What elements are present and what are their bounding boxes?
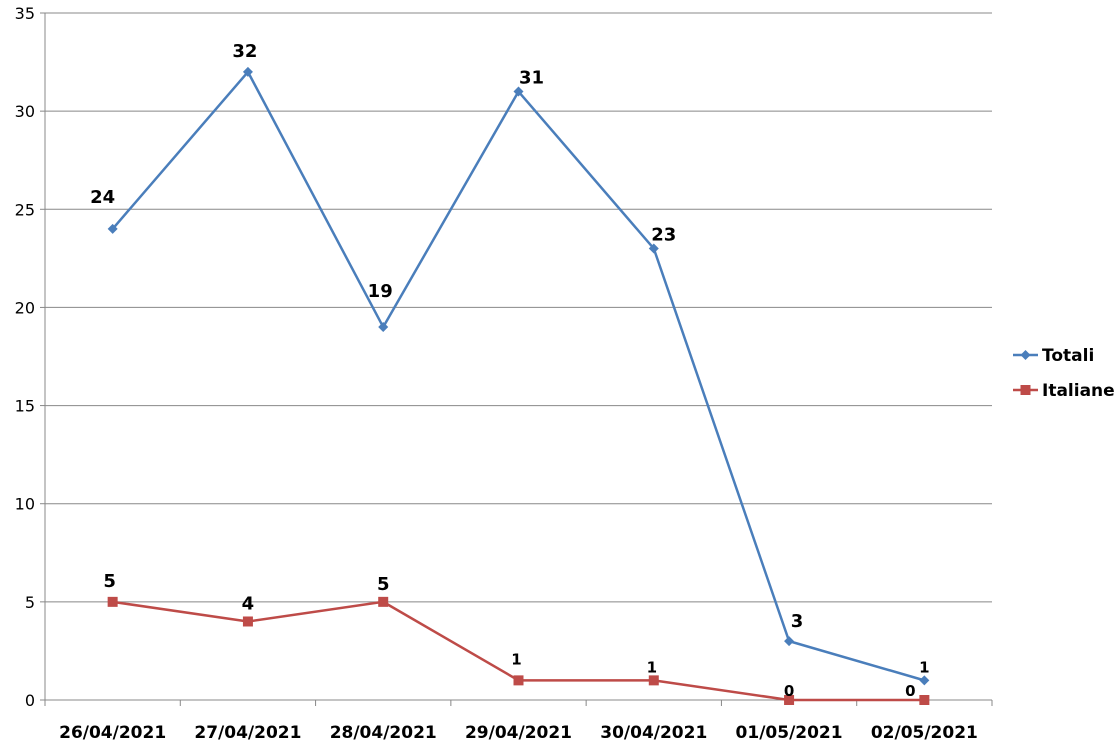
x-tick-label: 28/04/2021: [330, 723, 437, 743]
data-point-marker: [784, 695, 795, 705]
data-point-marker: [919, 695, 930, 705]
legend: Totali Italiane: [1013, 346, 1115, 401]
data-label: 5: [377, 574, 390, 595]
data-label: 19: [368, 281, 393, 302]
y-axis-ticks: 0 5 10 15 20 25 30 35: [15, 4, 45, 710]
y-tick-label: 25: [15, 200, 35, 219]
data-label: 0: [905, 682, 915, 700]
data-label: 31: [519, 68, 544, 89]
x-tick-label: 02/05/2021: [871, 723, 978, 743]
legend-marker: [1020, 385, 1031, 395]
data-label: 5: [103, 571, 116, 592]
data-label: 24: [90, 187, 115, 208]
series-group: [107, 66, 930, 705]
data-point-marker: [378, 596, 389, 607]
x-tick-label: 29/04/2021: [465, 723, 572, 743]
gridlines: [45, 12, 992, 603]
data-label: 4: [242, 593, 255, 614]
series-line-totali: [111, 70, 925, 682]
data-label: 23: [651, 225, 676, 246]
data-point-marker: [648, 243, 659, 254]
data-point-marker: [648, 675, 659, 686]
y-tick-label: 20: [15, 298, 35, 317]
data-label: 0: [784, 682, 794, 700]
y-tick-label: 0: [25, 691, 35, 710]
data-point-marker: [242, 616, 253, 627]
x-tick-label: 27/04/2021: [194, 723, 301, 743]
data-point-marker: [378, 322, 389, 333]
legend-label: Totali: [1042, 346, 1094, 366]
data-point-marker: [107, 223, 118, 234]
y-tick-label: 35: [15, 4, 35, 23]
data-point-marker: [513, 86, 524, 97]
y-tick-label: 30: [15, 102, 35, 121]
y-tick-label: 10: [15, 495, 35, 514]
data-label: 32: [232, 41, 257, 62]
legend-label: Italiane: [1042, 381, 1115, 401]
data-point-marker: [242, 66, 253, 77]
y-tick-label: 5: [25, 593, 35, 612]
data-point-marker: [513, 675, 524, 686]
x-axis: 26/04/2021 27/04/2021 28/04/2021 29/04/2021…: [44, 13, 993, 743]
x-tick-label: 30/04/2021: [600, 723, 707, 743]
y-tick-label: 15: [15, 397, 35, 416]
legend-marker: [1020, 350, 1031, 360]
data-label: 1: [647, 658, 657, 676]
data-label: 1: [511, 650, 521, 668]
x-tick-label: 26/04/2021: [59, 723, 166, 743]
data-label: 1: [919, 658, 929, 676]
x-tick-label: 01/05/2021: [736, 723, 843, 743]
data-point-marker: [107, 596, 118, 607]
data-point-marker: [919, 675, 930, 686]
data-label: 3: [791, 611, 804, 632]
data-point-marker: [784, 636, 795, 647]
